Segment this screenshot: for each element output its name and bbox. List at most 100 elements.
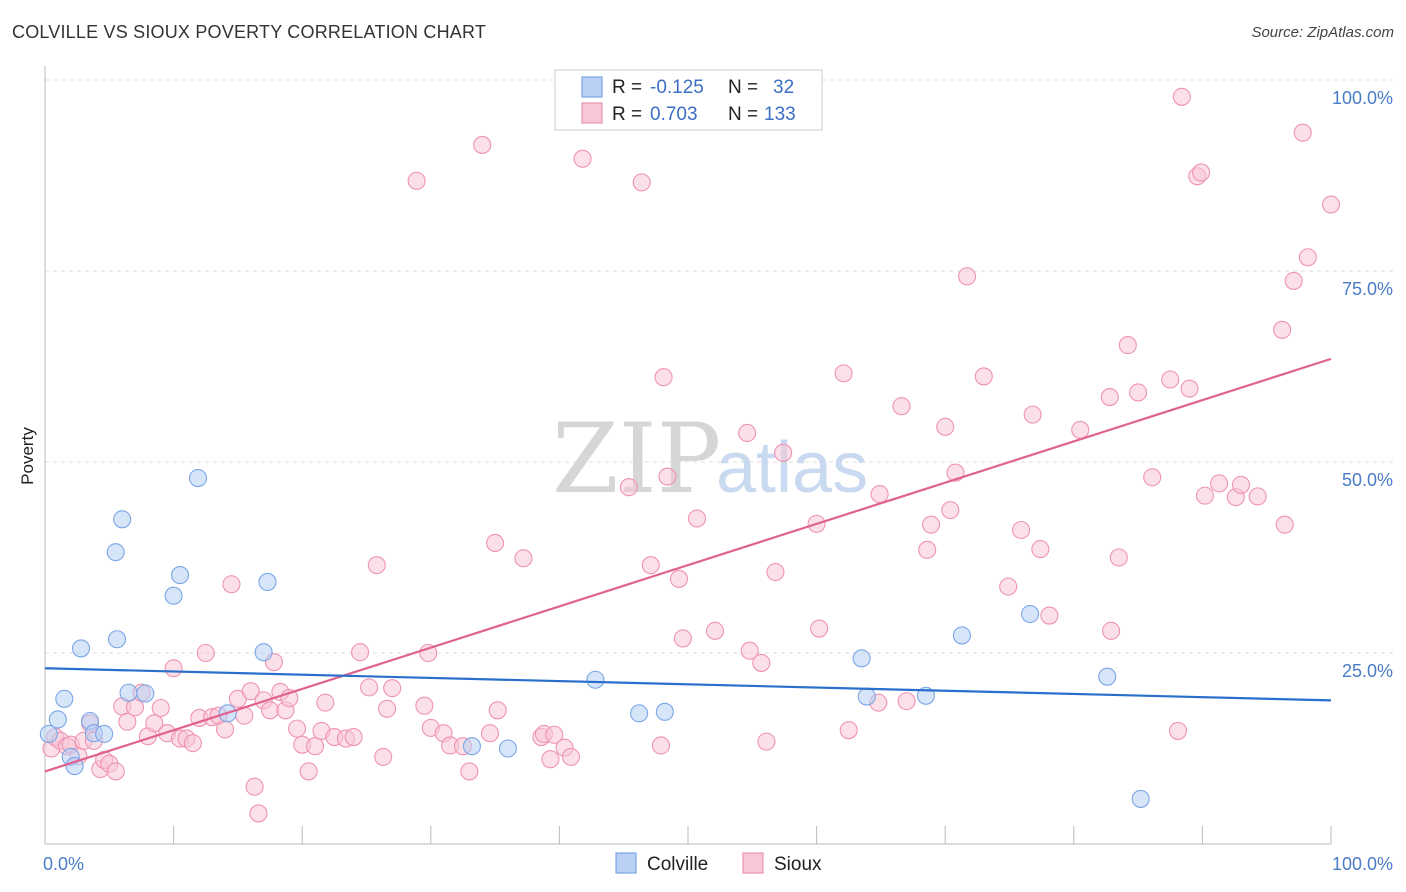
sioux-point (480, 724, 500, 743)
sioux-point (1172, 87, 1191, 106)
sioux-point (106, 762, 125, 781)
sioux-point (1109, 548, 1128, 567)
sioux-point (669, 569, 689, 588)
sioux-point (941, 501, 960, 520)
sioux-point (1231, 475, 1251, 494)
colville-points (39, 468, 1150, 808)
sioux-point (183, 734, 202, 753)
sioux-point (1023, 405, 1042, 424)
gridlines (45, 79, 1393, 654)
sioux-point (299, 762, 318, 781)
sioux-point (1143, 468, 1162, 487)
sioux-point (118, 712, 137, 731)
sioux-point (1298, 248, 1317, 267)
series-legend: Colville Sioux (615, 852, 822, 875)
sioux-point (473, 135, 492, 154)
correlation-legend: R = -0.125 N = 32 R = 0.703 N = 133 (554, 69, 823, 131)
sioux-point (936, 417, 955, 436)
sioux-point (738, 423, 757, 443)
sioux-point (1210, 474, 1229, 493)
sioux-point (514, 549, 533, 568)
sioux-point (651, 736, 671, 755)
sioux-point (1100, 388, 1119, 407)
sioux-point (1273, 320, 1292, 339)
legend-n-value-colville: 32 (773, 77, 794, 98)
colville-point (39, 724, 58, 744)
colville-point (462, 737, 482, 756)
colville-point (254, 643, 273, 662)
colville-point (1021, 604, 1040, 624)
colville-point (258, 572, 277, 591)
sioux-point (839, 721, 858, 740)
sioux-trend-line (44, 357, 1332, 773)
sioux-point (215, 720, 235, 739)
colville-point (71, 639, 91, 658)
y-tick-label: 25.0% (1342, 661, 1393, 681)
legend-r-value-colville: -0.125 (650, 77, 704, 98)
sioux-point (561, 747, 581, 766)
sioux-point (1102, 621, 1121, 640)
colville-point (852, 649, 871, 668)
legend-swatch-colville (581, 76, 603, 98)
sioux-point (151, 698, 170, 718)
sioux-point (810, 619, 829, 638)
sioux-point (974, 367, 993, 386)
sioux-point (752, 653, 771, 672)
x-tick-label: 100.0% (1332, 854, 1393, 874)
sioux-point (316, 693, 335, 712)
sioux-point (673, 629, 692, 648)
sioux-point (766, 562, 785, 582)
colville-point (136, 684, 155, 703)
sioux-point (687, 509, 707, 528)
sioux-point (705, 621, 725, 640)
sioux-point (654, 368, 673, 387)
sioux-point (1284, 271, 1303, 290)
sioux-point (306, 737, 325, 756)
sioux-point (383, 679, 402, 698)
legend-r-value-sioux: 0.703 (650, 104, 698, 125)
sioux-point (360, 678, 379, 697)
colville-point (164, 586, 183, 605)
colville-point (1098, 667, 1117, 686)
sioux-point (488, 701, 507, 720)
sioux-point (407, 171, 426, 190)
sioux-point (1071, 420, 1090, 439)
sioux-point (958, 267, 977, 286)
colville-point (48, 710, 67, 729)
watermark-atlas: atlas (716, 428, 868, 508)
bottom-legend-swatch-sioux (742, 852, 764, 874)
colville-point (106, 543, 125, 562)
sioux-point (892, 397, 911, 416)
colville-point (630, 704, 649, 723)
colville-point (857, 687, 876, 706)
sioux-point (415, 696, 434, 715)
axes (44, 66, 1332, 845)
sioux-point (870, 485, 889, 504)
sioux-point (545, 725, 564, 744)
colville-point (119, 683, 138, 702)
sioux-points (42, 87, 1341, 823)
sioux-point (541, 750, 560, 769)
sioux-point (374, 747, 393, 766)
sioux-point (1118, 336, 1137, 355)
colville-point (170, 566, 190, 585)
colville-point (655, 702, 674, 721)
sioux-point (1129, 383, 1148, 402)
sioux-point (834, 364, 853, 383)
sioux-point (573, 149, 592, 168)
bottom-legend-label-sioux: Sioux (774, 854, 822, 875)
sioux-point (1192, 163, 1211, 182)
chart-title: COLVILLE VS SIOUX POVERTY CORRELATION CH… (12, 22, 487, 42)
bottom-legend-swatch-colville (615, 852, 637, 874)
sioux-point (619, 478, 638, 497)
sioux-point (1012, 520, 1031, 540)
y-tick-label: 50.0% (1342, 470, 1393, 490)
sioux-point (222, 575, 241, 594)
legend-swatch-sioux (581, 102, 603, 124)
sioux-point (632, 173, 651, 192)
colville-point (55, 689, 74, 708)
colville-trend-line (44, 667, 1332, 702)
sioux-point (774, 443, 793, 462)
sioux-point (740, 641, 759, 660)
colville-point (95, 724, 114, 744)
